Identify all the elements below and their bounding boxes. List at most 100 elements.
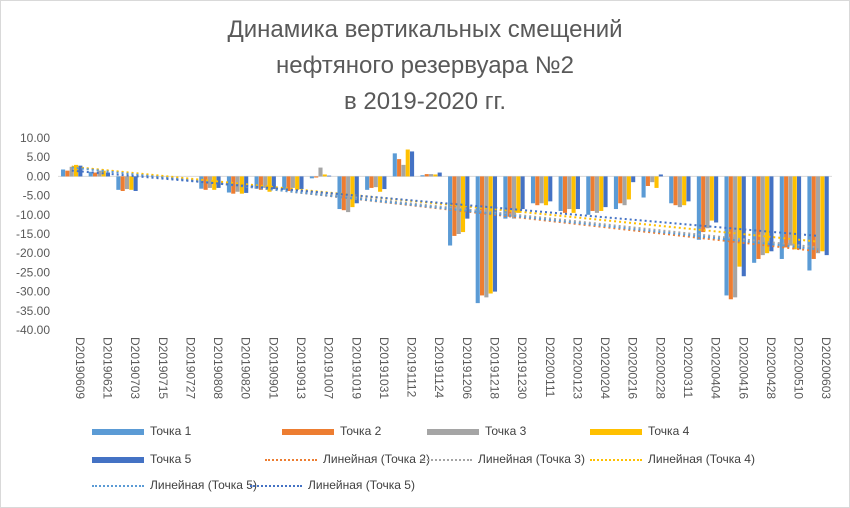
bar-2-D20191124 [424, 174, 429, 177]
bar-1-D20190901 [254, 176, 259, 189]
bar-3-D20190621 [97, 170, 102, 177]
bar-4-D20200204 [599, 176, 604, 211]
bar-5-D20190609 [78, 165, 83, 177]
x-tick-label: D20190727 [183, 337, 197, 399]
y-tick-label: -30.00 [16, 285, 50, 299]
bar-1-D20200111 [530, 176, 536, 204]
bar-2-D20200416 [728, 176, 733, 300]
bar-1-D20200603 [807, 176, 812, 271]
bar-4-D20200404 [709, 176, 714, 221]
x-tick-label: D20200311 [681, 337, 695, 398]
x-tick-label: D20200228 [653, 337, 667, 399]
bar-4-D20190901 [267, 176, 272, 192]
bar-1-D20191218 [475, 176, 480, 304]
bar-2-D20200123 [562, 176, 568, 213]
bar-5-D20200204 [603, 176, 608, 208]
bar-1-D20190820 [226, 176, 231, 193]
bar-3-D20190901 [263, 176, 268, 188]
y-tick-label: 0.00 [27, 169, 51, 183]
x-tick-label: D20190715 [156, 337, 170, 399]
bar-3-D20200311 [677, 176, 682, 208]
bar-1-D20200404 [696, 176, 701, 240]
bar-2-D20190621 [93, 172, 98, 177]
bar-3-D20190609 [69, 166, 74, 177]
bar-5-D20200603 [824, 176, 829, 256]
x-tick-label: D20191007 [322, 337, 336, 399]
x-tick-label: D20200111 [543, 337, 557, 398]
bar-2-D20200311 [673, 176, 678, 206]
bar-2-D20200428 [756, 176, 761, 259]
bar-3-D20191230 [511, 176, 517, 219]
y-tick-label: -35.00 [16, 304, 50, 318]
y-tick-label: -25.00 [16, 265, 50, 279]
bar-3-D20190703 [124, 176, 130, 190]
bar-2-D20191230 [507, 176, 512, 217]
bar-3-D20191031 [373, 176, 378, 188]
bar-2-D20190703 [120, 176, 125, 191]
y-tick-label: 10.00 [20, 131, 50, 145]
bar-4-D20191019 [350, 176, 355, 208]
x-tick-label: D20190808 [211, 337, 225, 399]
bar-4-D20200311 [682, 176, 687, 206]
bar-2-D20190808 [203, 176, 208, 190]
x-tick-label: D20190703 [128, 337, 142, 399]
bar-5-D20200311 [686, 176, 691, 202]
bar-2-D20191007 [314, 176, 319, 178]
bar-4-D20200216 [626, 176, 631, 200]
bar-3-D20191124 [429, 174, 434, 177]
x-tick-label: D20191218 [488, 337, 502, 399]
bar-1-D20190703 [116, 176, 121, 190]
bar-4-D20200510 [792, 176, 797, 250]
bar-4-D20191206 [460, 176, 466, 233]
x-tick-label: D20200510 [792, 337, 806, 399]
bar-5-D20190901 [271, 176, 276, 190]
bar-5-D20200111 [548, 176, 553, 202]
x-tick-label: D20191230 [515, 337, 529, 399]
bar-1-D20190913 [282, 176, 287, 190]
bar-5-D20191112 [410, 151, 415, 177]
bar-1-D20200204 [586, 176, 591, 215]
bar-1-D20190609 [61, 169, 66, 177]
bar-2-D20190609 [65, 170, 70, 177]
trendline-4 [71, 166, 819, 251]
bar-3-D20200510 [788, 176, 793, 246]
bar-4-D20191031 [378, 176, 383, 192]
bar-4-D20191230 [516, 176, 521, 213]
bar-4-D20190609 [73, 164, 79, 177]
bar-2-D20190901 [258, 176, 263, 190]
bar-5-D20191007 [327, 175, 332, 177]
bar-1-D20191007 [309, 176, 314, 179]
bar-5-D20191019 [354, 176, 359, 204]
bar-1-D20200228 [641, 176, 646, 198]
bar-3-D20200428 [760, 176, 765, 256]
bar-3-D20200123 [567, 176, 572, 210]
bar-5-D20191218 [492, 176, 498, 292]
bar-5-D20191031 [382, 176, 387, 190]
bar-2-D20200404 [701, 176, 706, 233]
x-tick-label: D20191124 [432, 337, 446, 398]
y-tick-label: -10.00 [16, 208, 50, 222]
bar-1-D20200216 [613, 176, 618, 210]
x-tick-label: D20190913 [294, 337, 308, 399]
bar-2-D20191031 [369, 176, 374, 188]
chart-title-line-3: в 2019-2020 гг. [343, 88, 507, 115]
bar-3-D20200111 [539, 176, 544, 204]
bar-2-D20200216 [618, 176, 623, 204]
bar-2-D20200204 [590, 176, 595, 211]
x-tick-label: D20200603 [819, 337, 833, 399]
bar-5-D20200216 [631, 176, 636, 183]
bar-5-D20190913 [299, 176, 304, 190]
bar-1-D20191112 [392, 153, 397, 177]
y-tick-label: 5.00 [27, 150, 51, 164]
bar-1-D20200123 [558, 176, 563, 211]
x-tick-label: D20190901 [266, 337, 280, 399]
x-tick-label: D20200404 [709, 337, 723, 399]
bar-3-D20191007 [318, 167, 323, 177]
bar-5-D20200404 [714, 176, 719, 223]
bar-4-D20191124 [433, 174, 438, 177]
bar-1-D20200416 [724, 176, 729, 296]
bar-1-D20191124 [420, 175, 425, 177]
bar-2-D20200111 [535, 176, 540, 206]
bar-2-D20190913 [286, 176, 291, 191]
bar-4-D20200123 [571, 176, 576, 213]
